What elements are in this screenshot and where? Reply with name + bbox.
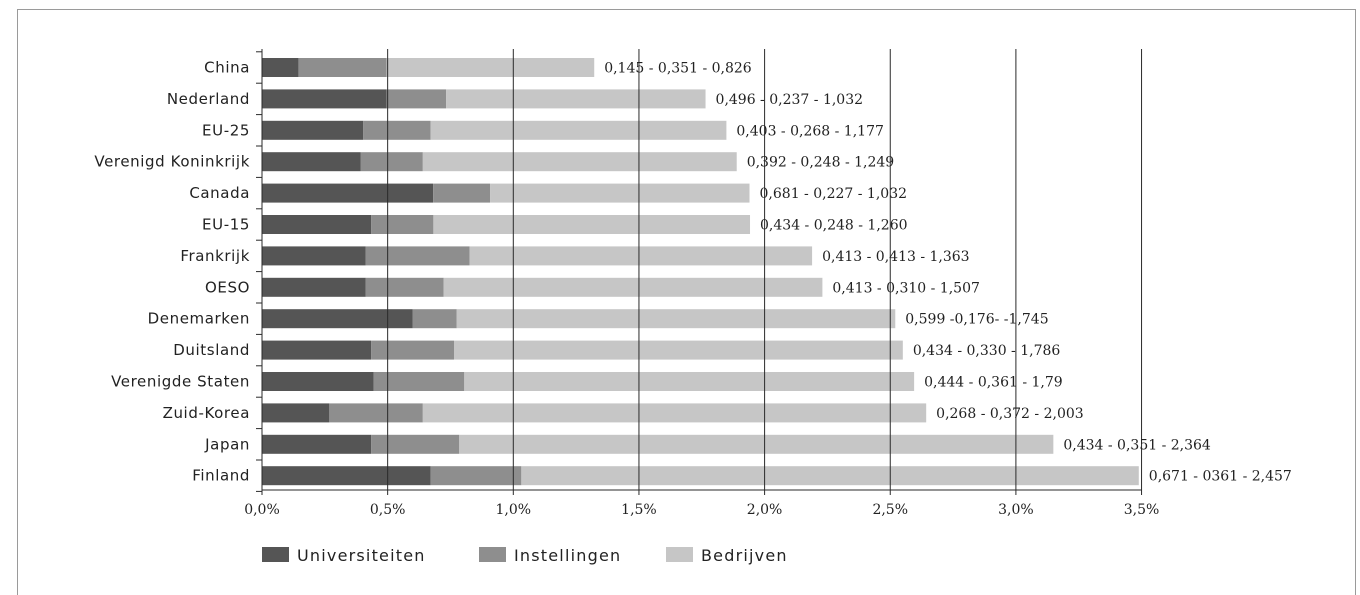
category-label: EU-25 — [202, 121, 250, 139]
bar-bedrijven-1 — [446, 89, 706, 109]
data-label: 0,392 - 0,248 - 1,249 — [747, 155, 895, 171]
bar-universiteiten-6 — [262, 246, 366, 266]
bar-instellingen-2 — [363, 120, 431, 140]
category-label: Frankrijk — [180, 247, 250, 265]
bar-instellingen-0 — [298, 58, 387, 77]
bar-instellingen-7 — [365, 277, 444, 297]
data-labels-layer: 0,145 - 0,351 - 0,826 0,496 - 0,237 - 1,0… — [604, 61, 1292, 485]
bar-universiteiten-12 — [262, 434, 372, 454]
data-label: 0,434 - 0,330 - 1,786 — [913, 343, 1061, 359]
x-tick-label: 3,5% — [1124, 502, 1160, 518]
bar-universiteiten-3 — [262, 152, 361, 172]
bar-universiteiten-13 — [262, 466, 431, 486]
bar-instellingen-1 — [386, 89, 447, 109]
bar-instellingen-9 — [371, 340, 454, 360]
bar-bedrijven-4 — [490, 183, 750, 203]
x-tick-label: 0,0% — [244, 502, 280, 518]
data-label: 0,413 - 0,310 - 1,507 — [832, 280, 980, 296]
data-label: 0,145 - 0,351 - 0,826 — [604, 61, 752, 77]
bar-universiteiten-8 — [262, 309, 413, 329]
category-label: Canada — [189, 184, 250, 202]
legend-label-instellingen: Instellingen — [514, 546, 621, 565]
bar-universiteiten-5 — [262, 215, 372, 234]
bar-bedrijven-13 — [521, 466, 1139, 486]
bar-bedrijven-9 — [453, 340, 903, 360]
x-tick-label: 1,5% — [621, 502, 657, 518]
category-label: Verenigd Koninkrijk — [94, 153, 250, 171]
category-labels-layer: China Nederland EU-25 Verenigd Koninkrijk Ca… — [94, 59, 250, 485]
bar-bedrijven-10 — [464, 372, 915, 391]
bar-instellingen-13 — [430, 466, 522, 486]
bar-bedrijven-7 — [443, 277, 823, 297]
data-label: 0,434 - 0,248 - 1,260 — [760, 218, 908, 234]
legend-swatch-universiteiten — [262, 547, 289, 562]
category-label: EU-15 — [202, 216, 250, 234]
bar-instellingen-11 — [329, 403, 423, 423]
bar-bedrijven-2 — [430, 120, 727, 140]
x-tick-label: 0,5% — [370, 502, 406, 518]
bar-instellingen-12 — [371, 434, 460, 454]
bar-instellingen-6 — [365, 246, 470, 266]
bar-universiteiten-1 — [262, 89, 387, 109]
category-label: Nederland — [167, 90, 250, 108]
x-tick-label: 1,0% — [496, 502, 532, 518]
bar-bedrijven-6 — [469, 246, 813, 266]
bar-bedrijven-0 — [386, 58, 595, 77]
bar-universiteiten-0 — [262, 58, 299, 77]
category-label: Denemarken — [148, 310, 250, 328]
category-label: Duitsland — [173, 341, 250, 359]
legend-swatch-bedrijven — [666, 547, 693, 562]
gridlines-layer — [387, 49, 1143, 490]
data-label: 0,496 - 0,237 - 1,032 — [716, 92, 864, 108]
category-label: OESO — [205, 278, 250, 296]
tick-labels-layer: 0,0% 0,5% 1,0% 1,5% 2,0% 2,5% 3,0% 3,5% — [244, 502, 1159, 518]
legend-label-bedrijven: Bedrijven — [701, 546, 788, 565]
x-tick-label: 3,0% — [998, 502, 1034, 518]
bar-instellingen-8 — [412, 309, 457, 329]
data-label: 0,434 - 0,351 - 2,364 — [1063, 437, 1211, 453]
bar-universiteiten-4 — [262, 183, 434, 203]
bar-universiteiten-9 — [262, 340, 372, 360]
category-label: Finland — [192, 467, 250, 485]
bar-universiteiten-10 — [262, 372, 374, 391]
bars-layer — [262, 58, 1139, 486]
category-label: Zuid-Korea — [163, 404, 250, 422]
bar-bedrijven-5 — [433, 215, 751, 234]
bar-bedrijven-3 — [422, 152, 737, 172]
data-label: 0,413 - 0,413 - 1,363 — [822, 249, 970, 265]
data-label: 0,681 - 0,227 - 1,032 — [760, 186, 908, 202]
data-label: 0,403 - 0,268 - 1,177 — [736, 123, 884, 139]
legend: Universiteiten Instellingen Bedrijven — [262, 546, 788, 565]
bar-bedrijven-11 — [422, 403, 927, 423]
bar-instellingen-4 — [433, 183, 491, 203]
bar-bedrijven-12 — [459, 434, 1054, 454]
bar-instellingen-3 — [360, 152, 423, 172]
bar-bedrijven-8 — [456, 309, 896, 329]
data-label: 0,268 - 0,372 - 2,003 — [936, 406, 1084, 422]
legend-label-universiteiten: Universiteiten — [297, 546, 426, 565]
bar-instellingen-5 — [371, 215, 434, 234]
x-tick-label: 2,5% — [872, 502, 908, 518]
chart-frame — [17, 9, 1356, 595]
axis-layer — [256, 49, 1143, 495]
bar-instellingen-10 — [373, 372, 465, 391]
data-label: 0,671 - 0361 - 2,457 — [1149, 469, 1292, 485]
bar-universiteiten-2 — [262, 120, 364, 140]
category-label: Japan — [204, 435, 250, 453]
data-label: 0,444 - 0,361 - 1,79 — [924, 375, 1063, 391]
category-label: Verenigde Staten — [111, 373, 250, 391]
data-label: 0,599 -0,176- -1,745 — [905, 312, 1048, 328]
x-tick-label: 2,0% — [747, 502, 783, 518]
category-label: China — [204, 59, 250, 77]
bar-universiteiten-7 — [262, 277, 366, 297]
legend-swatch-instellingen — [479, 547, 506, 562]
bar-universiteiten-11 — [262, 403, 330, 423]
